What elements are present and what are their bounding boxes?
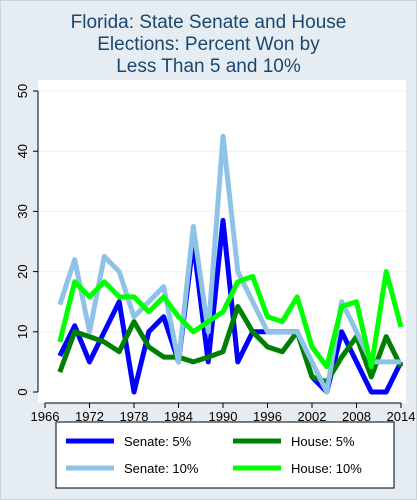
x-tick-label: 1978 [120, 409, 149, 424]
x-tick-label: 1984 [164, 409, 193, 424]
legend-label: House: 10% [291, 461, 362, 476]
x-tick-label: 1966 [31, 409, 60, 424]
series-line-senate-5 [57, 217, 404, 395]
x-tick-label: 2002 [298, 409, 327, 424]
legend-label: Senate: 10% [124, 461, 199, 476]
y-tick-label: 50 [15, 84, 30, 98]
y-tick-label: 20 [15, 264, 30, 278]
y-tick-label: 0 [15, 388, 30, 395]
legend-label: House: 5% [291, 434, 355, 449]
x-tick-label: 1996 [253, 409, 282, 424]
chart-title-line-3: Less Than 5 and 10% [116, 56, 301, 77]
chart-title-line-2: Elections: Percent Won by [97, 34, 320, 55]
series-line-house-5 [57, 304, 404, 385]
y-tick-label: 40 [15, 144, 30, 158]
chart-title: Florida: State Senate and House Election… [0, 12, 417, 78]
x-tick-label: 1990 [209, 409, 238, 424]
chart-title-line-1: Florida: State Senate and House [70, 12, 347, 33]
series-line-house-10 [57, 269, 404, 370]
x-tick-label: 2008 [342, 409, 371, 424]
y-tick-label: 10 [15, 325, 30, 339]
x-tick-label: 1972 [75, 409, 104, 424]
legend-label: Senate: 5% [124, 434, 192, 449]
y-tick-label: 30 [15, 204, 30, 218]
series-group [57, 133, 404, 395]
legend-box [55, 421, 395, 489]
x-tick-label: 2014 [387, 409, 416, 424]
